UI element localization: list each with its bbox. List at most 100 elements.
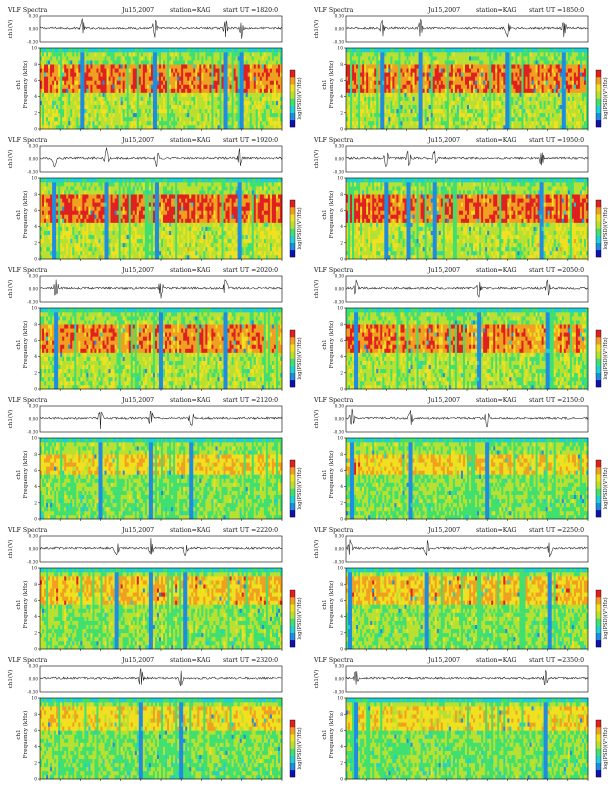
heatmap-cell bbox=[44, 190, 47, 195]
heatmap-cell bbox=[479, 124, 482, 130]
heatmap-cell bbox=[495, 108, 498, 114]
heatmap-cell bbox=[132, 80, 136, 85]
heatmap-cell bbox=[46, 48, 49, 53]
heatmap-cell bbox=[537, 48, 540, 53]
heatmap-cell bbox=[517, 56, 520, 61]
heatmap-cell bbox=[271, 104, 275, 110]
heatmap-cell bbox=[273, 60, 277, 65]
heatmap-cell bbox=[368, 52, 371, 57]
heatmap-cell bbox=[471, 60, 474, 65]
heatmap-cell bbox=[382, 56, 385, 61]
heatmap-cell bbox=[404, 76, 407, 81]
heatmap-cell bbox=[547, 56, 550, 61]
heatmap-cell bbox=[537, 100, 540, 105]
heatmap-cell bbox=[376, 84, 379, 89]
heatmap-cell bbox=[140, 112, 144, 118]
heatmap-cell bbox=[533, 80, 536, 85]
heatmap-cell bbox=[209, 108, 212, 114]
heatmap-cell bbox=[537, 108, 540, 114]
heatmap-cell bbox=[213, 100, 216, 105]
heatmap-cell bbox=[271, 64, 275, 69]
heatmap-cell bbox=[68, 64, 71, 69]
heatmap-cell bbox=[384, 84, 387, 89]
heatmap-cell bbox=[553, 48, 557, 53]
heatmap-cell bbox=[66, 88, 69, 93]
heatmap-cell bbox=[577, 72, 581, 77]
heatmap-cell bbox=[195, 92, 198, 97]
heatmap-cell bbox=[539, 124, 542, 130]
heatmap-cell bbox=[173, 108, 176, 114]
heatmap-cell bbox=[384, 80, 387, 85]
heatmap-cell bbox=[195, 112, 198, 118]
heatmap-cell bbox=[80, 56, 83, 61]
heatmap-cell bbox=[48, 254, 51, 260]
heatmap-cell bbox=[475, 100, 478, 105]
heatmap-cell bbox=[469, 116, 472, 122]
heatmap-cell bbox=[207, 64, 210, 69]
heatmap-cell bbox=[48, 100, 51, 105]
heatmap-cell bbox=[92, 68, 95, 73]
heatmap-cell bbox=[219, 116, 222, 122]
heatmap-cell bbox=[203, 64, 206, 69]
heatmap-cell bbox=[56, 92, 59, 97]
heatmap-cell bbox=[557, 88, 561, 93]
heatmap-cell bbox=[513, 52, 516, 57]
heatmap-cell bbox=[138, 64, 142, 69]
heatmap-cell bbox=[271, 60, 275, 65]
heatmap-cell bbox=[191, 64, 194, 69]
heatmap-cell bbox=[199, 76, 202, 81]
heatmap-cell bbox=[197, 48, 200, 53]
heatmap-cell bbox=[583, 68, 587, 73]
heatmap-cell bbox=[388, 104, 391, 110]
heatmap-cell bbox=[104, 88, 107, 93]
heatmap-cell bbox=[418, 124, 421, 130]
heatmap-cell bbox=[505, 96, 508, 101]
heatmap-cell bbox=[161, 92, 164, 97]
heatmap-cell bbox=[84, 60, 87, 65]
heatmap-cell bbox=[114, 52, 117, 57]
heatmap-cell bbox=[104, 116, 107, 122]
heatmap-cell bbox=[509, 108, 512, 114]
heatmap-cell bbox=[142, 108, 146, 114]
heatmap-cell bbox=[72, 120, 75, 126]
heatmap-cell bbox=[114, 60, 117, 65]
heatmap-cell bbox=[426, 124, 429, 130]
heatmap-cell bbox=[167, 108, 170, 114]
heatmap-cell bbox=[473, 56, 476, 61]
heatmap-cell bbox=[173, 120, 176, 126]
heatmap-cell bbox=[473, 92, 476, 97]
heatmap-cell bbox=[255, 116, 259, 122]
heatmap-cell bbox=[46, 190, 49, 195]
heatmap-cell bbox=[161, 124, 164, 130]
heatmap-cell bbox=[271, 112, 275, 118]
heatmap-cell bbox=[456, 84, 460, 89]
heatmap-cell bbox=[106, 100, 109, 105]
heatmap-cell bbox=[350, 120, 353, 126]
heatmap-cell bbox=[509, 68, 512, 73]
heatmap-cell bbox=[62, 52, 65, 57]
heatmap-cell bbox=[483, 56, 486, 61]
heatmap-cell bbox=[505, 120, 508, 126]
heatmap-cell bbox=[442, 64, 446, 69]
heatmap-cell bbox=[104, 112, 107, 118]
heatmap-cell bbox=[438, 108, 442, 114]
heatmap-cell bbox=[446, 76, 450, 81]
heatmap-cell bbox=[370, 120, 373, 126]
heatmap-cell bbox=[74, 124, 77, 130]
heatmap-cell bbox=[203, 96, 206, 101]
heatmap-cell bbox=[243, 116, 246, 122]
heatmap-cell bbox=[354, 72, 357, 77]
heatmap-cell bbox=[150, 64, 154, 69]
heatmap-cell bbox=[579, 100, 583, 105]
heatmap-cell bbox=[76, 88, 79, 93]
heatmap-cell bbox=[354, 112, 357, 118]
heatmap-cell bbox=[163, 64, 166, 69]
heatmap-cell bbox=[513, 116, 516, 122]
heatmap-cell bbox=[366, 100, 369, 105]
heatmap-cell bbox=[158, 72, 162, 77]
heatmap-cell bbox=[537, 68, 540, 73]
heatmap-cell bbox=[549, 60, 552, 65]
heatmap-cell bbox=[46, 120, 49, 126]
heatmap-cell bbox=[102, 92, 105, 97]
heatmap-cell bbox=[581, 72, 585, 77]
